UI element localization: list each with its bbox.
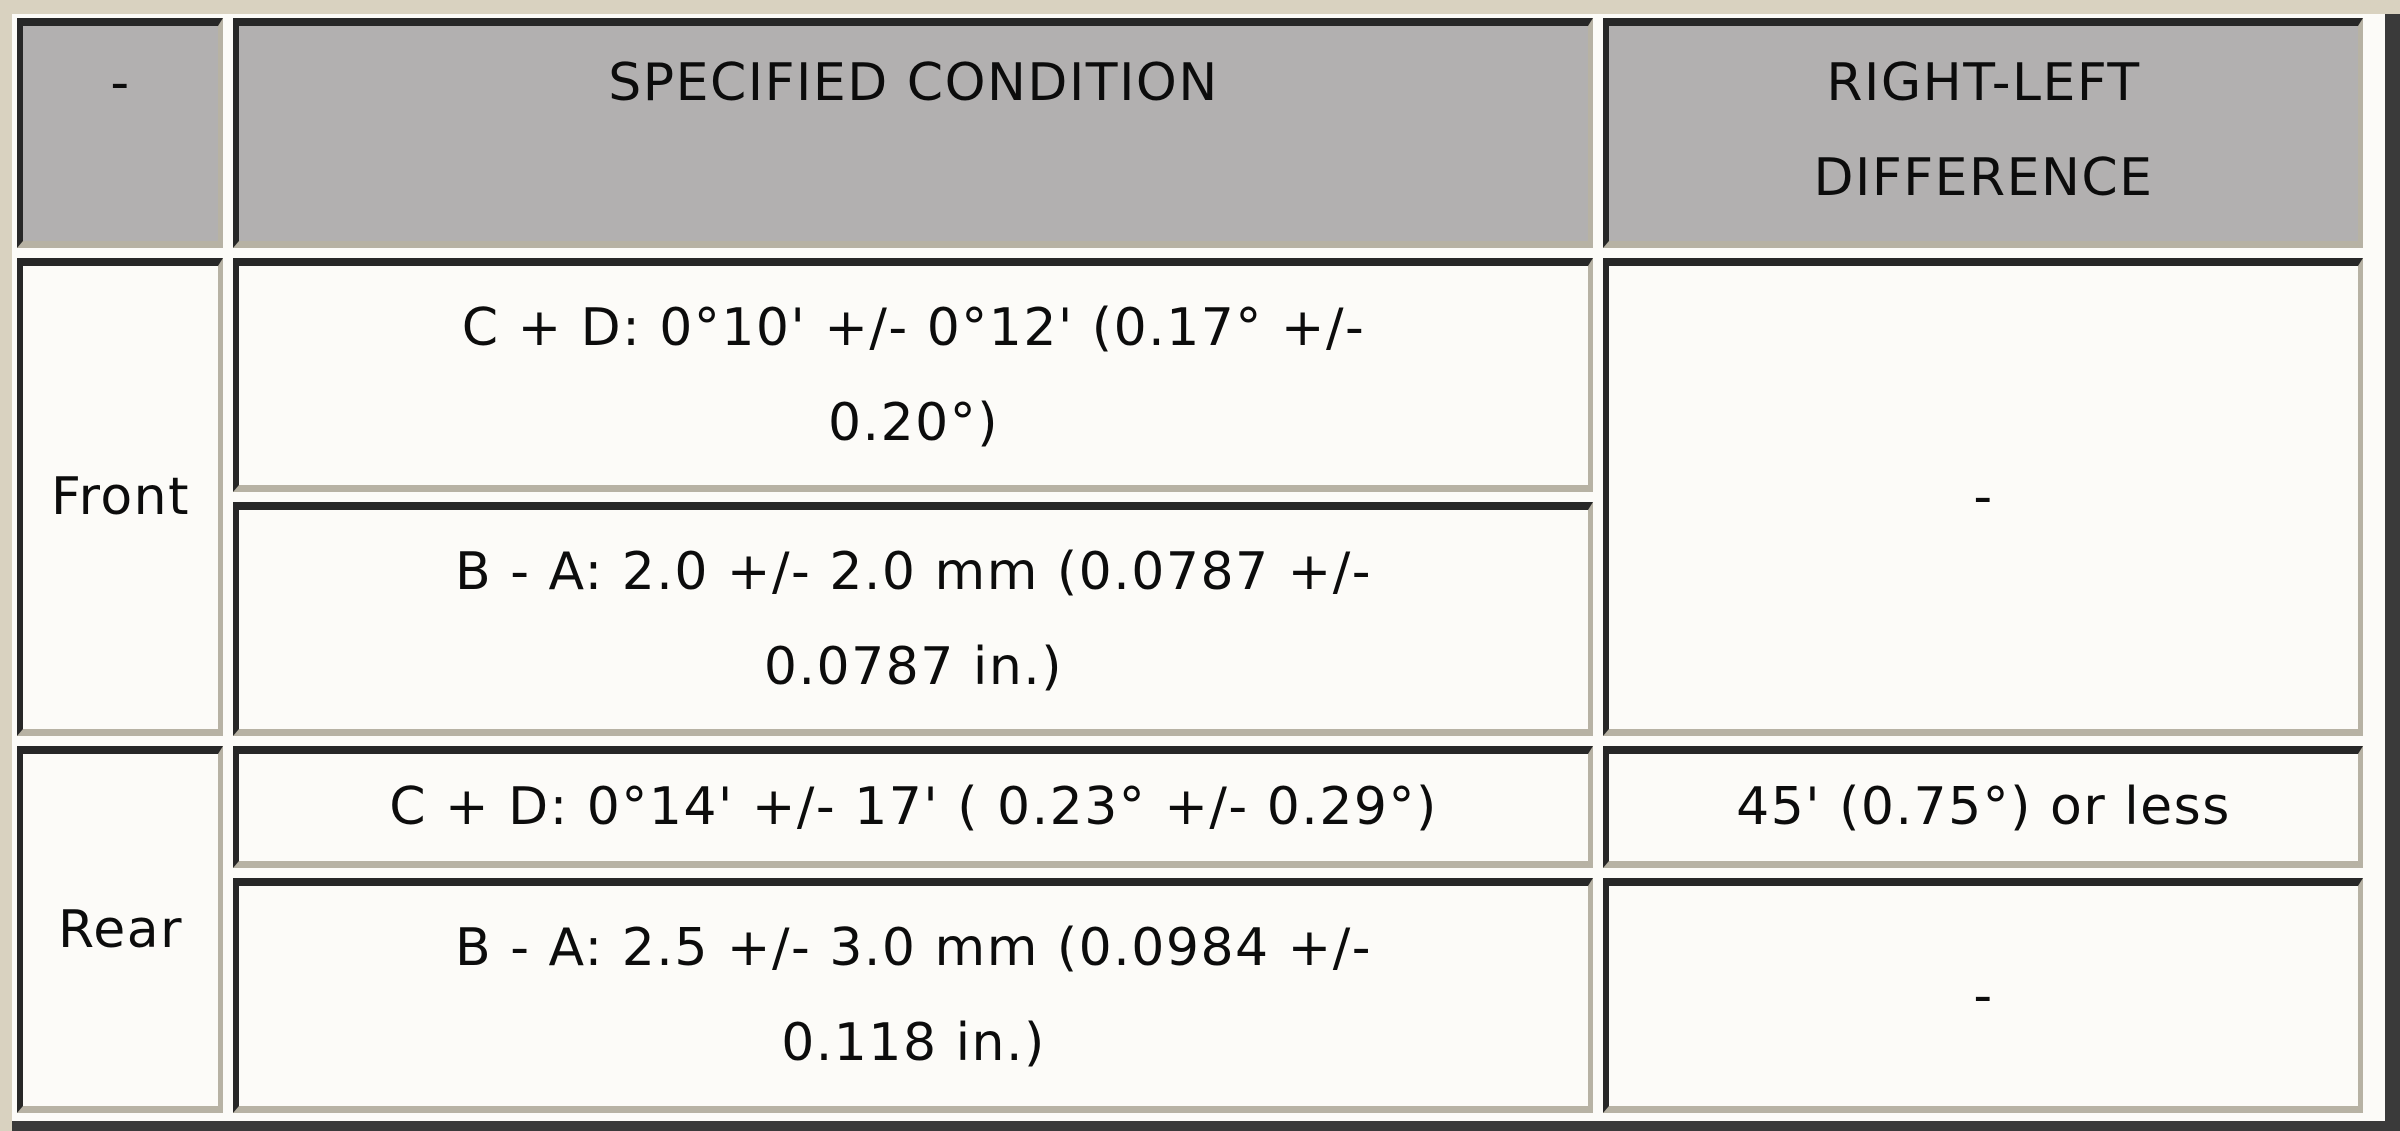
front-row-2: B - A: 2.0 +/- 2.0 mm (0.0787 +/- 0.0787… [17,502,2363,736]
front-condition-cell-1: C + D: 0°10' +/- 0°12' (0.17° +/- 0.20°) [233,258,1593,492]
header-row: - SPECIFIED CONDITION RIGHT-LEFT DIFFERE… [17,18,2363,248]
rear-condition-cell-2: B - A: 2.5 +/- 3.0 mm (0.0984 +/- 0.118 … [233,878,1593,1113]
alignment-spec-table: - SPECIFIED CONDITION RIGHT-LEFT DIFFERE… [12,14,2373,1121]
rear-condition-cell-1: C + D: 0°14' +/- 17' ( 0.23° +/- 0.29°) [233,746,1593,868]
header-cell-specified-condition: SPECIFIED CONDITION [233,18,1593,248]
table-sheet: - SPECIFIED CONDITION RIGHT-LEFT DIFFERE… [12,14,2400,1131]
rear-difference-cell-2: - [1603,878,2363,1113]
front-condition-cell-2: B - A: 2.0 +/- 2.0 mm (0.0787 +/- 0.0787… [233,502,1593,736]
front-difference-cell: - [1603,258,2363,736]
rear-row-1: Rear C + D: 0°14' +/- 17' ( 0.23° +/- 0.… [17,746,2363,1113]
front-row-1: Front C + D: 0°10' +/- 0°12' (0.17° +/- … [17,258,2363,736]
rear-difference-cell-1: 45' (0.75°) or less [1603,746,2363,868]
header-cell-right-left-difference: RIGHT-LEFT DIFFERENCE [1603,18,2363,248]
front-label-cell: Front [17,258,223,736]
rear-row-2: B - A: 2.5 +/- 3.0 mm (0.0984 +/- 0.118 … [17,878,2363,1113]
rear-label-cell: Rear [17,746,223,1113]
header-cell-row-label: - [17,18,223,248]
